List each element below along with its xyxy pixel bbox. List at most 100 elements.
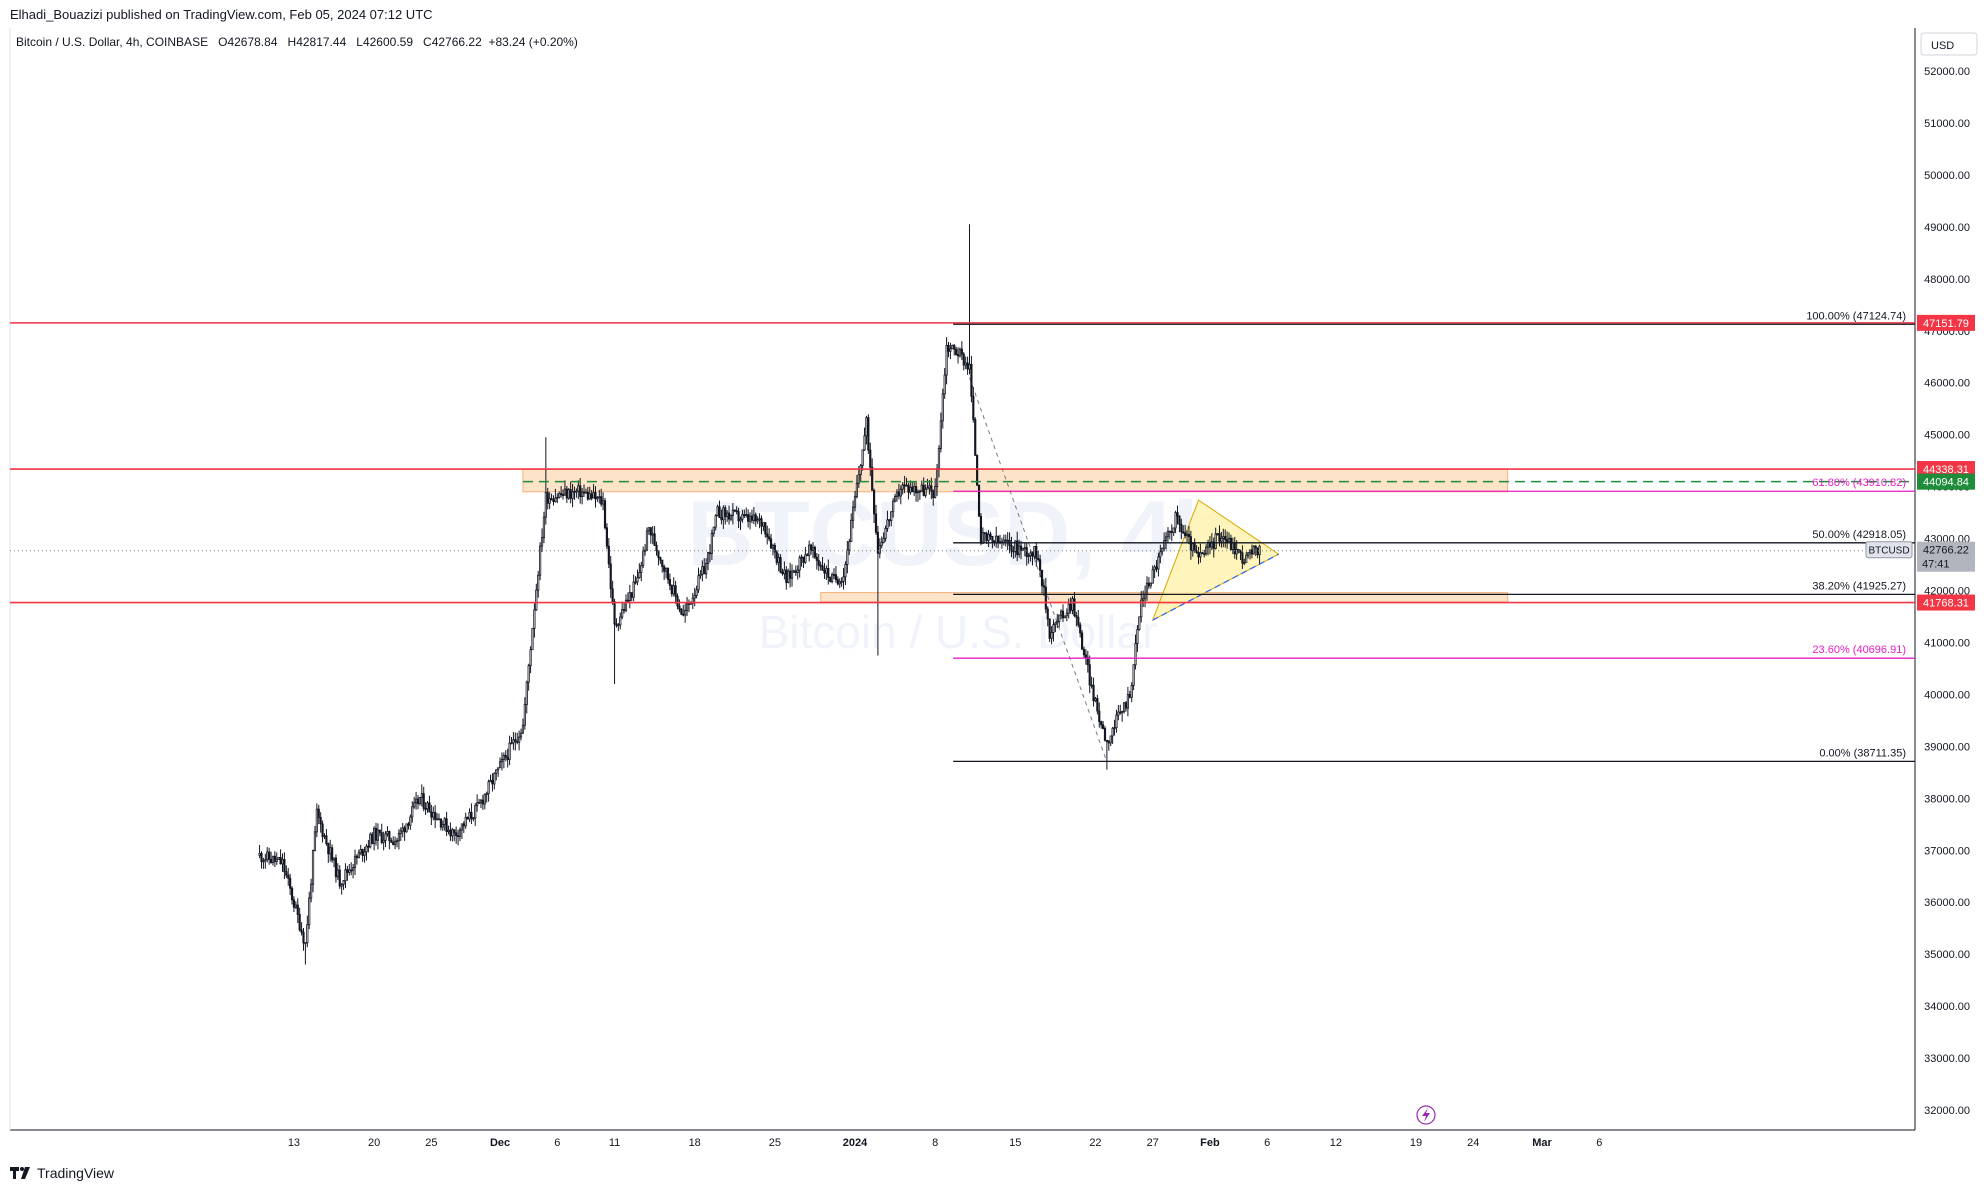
candle-down bbox=[768, 536, 771, 540]
candle-up bbox=[567, 489, 570, 499]
candle-up bbox=[987, 533, 990, 541]
candle-down bbox=[1168, 530, 1171, 533]
candle-down bbox=[930, 485, 933, 492]
price-tick-label: 49000.00 bbox=[1924, 222, 1970, 234]
candle-up bbox=[1191, 543, 1194, 552]
candle-up bbox=[621, 609, 624, 618]
level-tag-support bbox=[1917, 594, 1975, 611]
candle-down bbox=[428, 802, 431, 813]
candle-up bbox=[535, 589, 538, 611]
candle-down bbox=[1079, 624, 1082, 634]
candle-up bbox=[405, 823, 408, 833]
candle-down bbox=[789, 570, 792, 579]
candle-down bbox=[1004, 539, 1007, 542]
candle-up bbox=[544, 492, 547, 518]
candle-up bbox=[554, 497, 557, 503]
candle-up bbox=[529, 649, 532, 667]
candle-down bbox=[1040, 569, 1044, 587]
candle-up bbox=[758, 518, 761, 521]
candle-up bbox=[651, 533, 654, 536]
candle-down bbox=[327, 843, 330, 855]
candle-down bbox=[594, 492, 597, 500]
fib-label: 50.00% (42918.05) bbox=[1812, 529, 1906, 541]
candle-up bbox=[518, 736, 521, 743]
candle-up bbox=[411, 806, 414, 818]
candle-down bbox=[325, 835, 328, 844]
candle-up bbox=[1140, 599, 1143, 618]
candle-down bbox=[1233, 542, 1236, 555]
price-tick-label: 41000.00 bbox=[1924, 637, 1970, 649]
candle-down bbox=[590, 493, 593, 499]
candle-down bbox=[983, 532, 986, 535]
candle-up bbox=[308, 897, 311, 926]
candle-up bbox=[523, 704, 526, 726]
candle-down bbox=[815, 556, 818, 561]
candle-up bbox=[384, 833, 387, 841]
candle-up bbox=[531, 628, 534, 651]
candle-up bbox=[855, 482, 858, 498]
candle-down bbox=[422, 793, 425, 809]
price-tick-label: 39000.00 bbox=[1924, 741, 1970, 753]
candle-up bbox=[964, 362, 967, 366]
price-chart[interactable]: BTCUSD, 4h Bitcoin / U.S. Dollar USD 32000.… bbox=[0, 0, 1986, 1160]
candle-up bbox=[714, 515, 717, 528]
candle-up bbox=[619, 616, 622, 626]
candle-down bbox=[579, 485, 582, 497]
level-tag-support-dashed bbox=[1917, 473, 1975, 490]
candle-down bbox=[735, 510, 738, 512]
candle-down bbox=[630, 592, 633, 598]
candle-up bbox=[672, 585, 675, 595]
high-label: H bbox=[287, 35, 297, 49]
publisher-info: Elhadi_Bouazizi published on TradingView… bbox=[10, 7, 433, 22]
candle-up bbox=[575, 490, 578, 493]
candle-down bbox=[506, 756, 509, 760]
candle-up bbox=[892, 500, 895, 513]
candle-down bbox=[260, 853, 263, 862]
candle-down bbox=[1035, 546, 1038, 559]
candle-up bbox=[890, 511, 893, 522]
candle-up bbox=[924, 488, 927, 496]
candle-down bbox=[600, 496, 603, 505]
candle-up bbox=[1115, 714, 1118, 729]
candle-down bbox=[392, 841, 395, 845]
candle-down bbox=[331, 847, 334, 861]
candle-up bbox=[394, 840, 397, 845]
candle-down bbox=[1226, 539, 1229, 543]
fib-label: 23.60% (40696.91) bbox=[1812, 644, 1906, 656]
price-tick-label: 45000.00 bbox=[1924, 430, 1970, 442]
candle-down bbox=[434, 812, 437, 820]
candle-up bbox=[418, 797, 421, 805]
candle-down bbox=[708, 552, 712, 555]
candle-up bbox=[556, 496, 559, 499]
candle-down bbox=[1155, 566, 1158, 570]
candle-down bbox=[569, 489, 572, 499]
candle-up bbox=[1060, 610, 1063, 616]
candle-up bbox=[1172, 527, 1175, 533]
candle-down bbox=[605, 527, 609, 547]
candle-down bbox=[960, 348, 963, 355]
candle-up bbox=[485, 793, 488, 796]
candle-up bbox=[1126, 694, 1129, 709]
candle-up bbox=[304, 942, 307, 945]
candle-down bbox=[1012, 550, 1015, 553]
candle-up bbox=[357, 852, 360, 859]
candle-down bbox=[283, 859, 286, 873]
watermark-name: Bitcoin / U.S. Dollar bbox=[759, 606, 1158, 658]
candle-up bbox=[584, 491, 588, 494]
candle-up bbox=[1222, 536, 1225, 539]
time-tick-label: 25 bbox=[769, 1137, 781, 1149]
candle-up bbox=[825, 567, 828, 574]
candle-down bbox=[317, 808, 320, 818]
fib-label: 100.00% (47124.74) bbox=[1806, 310, 1906, 322]
candle-up bbox=[483, 794, 486, 805]
candle-up bbox=[527, 665, 530, 683]
candle-up bbox=[1063, 615, 1067, 619]
candle-down bbox=[754, 514, 757, 522]
currency-box[interactable] bbox=[1920, 32, 1978, 56]
candle-down bbox=[970, 363, 973, 397]
candle-up bbox=[342, 880, 345, 885]
level-tag-label: 41768.31 bbox=[1923, 598, 1969, 610]
candle-up bbox=[857, 474, 860, 484]
candle-up bbox=[382, 839, 385, 843]
candle-down bbox=[456, 835, 460, 837]
